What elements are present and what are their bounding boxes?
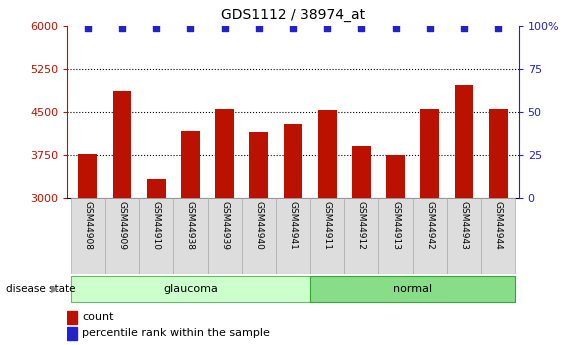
Text: glaucoma: glaucoma [163, 284, 218, 294]
Bar [345, 198, 379, 274]
Bar [318, 110, 336, 198]
Bar [147, 179, 166, 198]
Text: GSM44913: GSM44913 [391, 201, 400, 250]
Text: GSM44944: GSM44944 [493, 201, 503, 249]
Bar [139, 198, 173, 274]
Point [254, 25, 264, 30]
Bar [71, 198, 105, 274]
Bar [386, 155, 405, 198]
Text: GSM44943: GSM44943 [459, 201, 468, 249]
Text: ▶: ▶ [51, 284, 58, 294]
Bar [310, 276, 515, 302]
Text: count: count [82, 312, 114, 322]
Text: normal: normal [393, 284, 432, 294]
Point [186, 25, 195, 30]
Bar [67, 327, 77, 340]
Point [117, 25, 127, 30]
Point [152, 25, 161, 30]
Bar [413, 198, 447, 274]
Text: GSM44912: GSM44912 [357, 201, 366, 249]
Point [425, 25, 434, 30]
Text: GSM44941: GSM44941 [288, 201, 298, 249]
Bar [420, 109, 439, 198]
Bar [79, 154, 97, 198]
Bar [113, 91, 131, 198]
Bar [481, 198, 515, 274]
Point [493, 25, 503, 30]
Text: disease state: disease state [6, 284, 76, 294]
Bar [215, 109, 234, 198]
Bar [489, 109, 507, 198]
Title: GDS1112 / 38974_at: GDS1112 / 38974_at [221, 8, 365, 22]
Point [322, 25, 332, 30]
Bar [181, 131, 200, 198]
Text: GSM44938: GSM44938 [186, 201, 195, 250]
Point [391, 25, 400, 30]
Text: GSM44911: GSM44911 [323, 201, 332, 250]
Point [288, 25, 298, 30]
Text: percentile rank within the sample: percentile rank within the sample [82, 328, 270, 338]
Bar [310, 198, 345, 274]
Text: GSM44942: GSM44942 [425, 201, 434, 249]
Text: GSM44910: GSM44910 [152, 201, 161, 250]
Text: GSM44940: GSM44940 [254, 201, 263, 249]
Bar [105, 198, 139, 274]
Bar [276, 198, 310, 274]
Text: GSM44909: GSM44909 [118, 201, 127, 250]
Bar [352, 146, 371, 198]
Bar [250, 132, 268, 198]
Bar [207, 198, 242, 274]
Point [357, 25, 366, 30]
Point [83, 25, 93, 30]
Text: GSM44908: GSM44908 [83, 201, 93, 250]
Bar [242, 198, 276, 274]
Point [220, 25, 229, 30]
Text: GSM44939: GSM44939 [220, 201, 229, 250]
Bar [67, 310, 77, 324]
Bar [71, 276, 310, 302]
Bar [455, 85, 473, 198]
Bar [284, 124, 302, 198]
Bar [447, 198, 481, 274]
Bar [379, 198, 413, 274]
Point [459, 25, 469, 30]
Bar [173, 198, 207, 274]
